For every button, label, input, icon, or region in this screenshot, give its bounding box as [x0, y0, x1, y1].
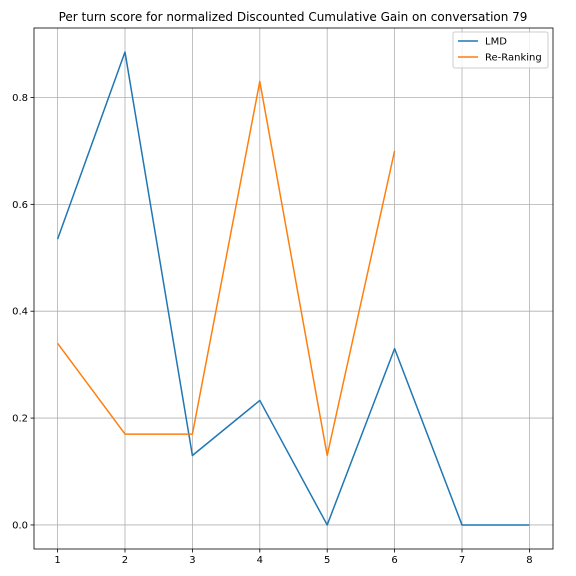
x-tick-label: 8 [526, 555, 532, 566]
x-tick-label: 7 [459, 555, 465, 566]
legend-label: Re-Ranking [485, 53, 542, 64]
y-tick-label: 0.0 [12, 520, 28, 531]
plot-frame [33, 27, 554, 550]
grid [34, 28, 553, 549]
y-tick-label: 0.6 [12, 200, 28, 211]
legend: LMD Re-Ranking [452, 31, 549, 69]
x-tick-label: 5 [324, 555, 330, 566]
y-tick-label: 0.4 [12, 307, 28, 318]
chart-title: Per turn score for normalized Discounted… [59, 10, 528, 24]
x-tick-label: 4 [257, 555, 263, 566]
series-line-lmd [56, 51, 530, 526]
series-lines [56, 51, 530, 526]
x-tick-label: 1 [54, 555, 60, 566]
series-line-re-ranking [56, 80, 396, 457]
y-tick-label: 0.2 [12, 414, 28, 425]
x-tick-label: 3 [189, 555, 195, 566]
x-tick-label: 2 [122, 555, 128, 566]
y-tick-label: 0.8 [12, 93, 28, 104]
x-tick-label: 6 [391, 555, 397, 566]
axis-ticks: 1 2 3 4 5 6 7 8 0.0 0.2 0.4 0.6 0.8 [12, 93, 533, 566]
legend-label: LMD [485, 37, 507, 48]
